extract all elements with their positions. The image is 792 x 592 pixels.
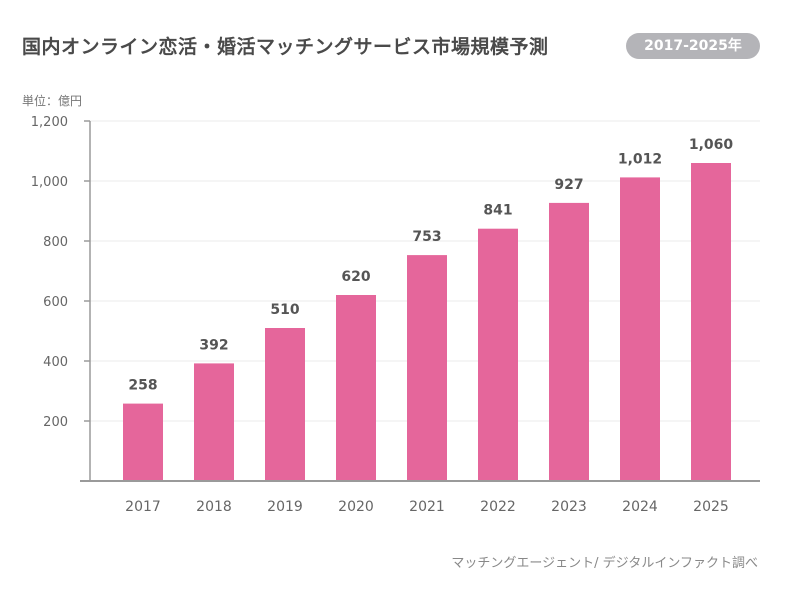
value-label: 620: [341, 269, 370, 285]
y-tick-label: 1,200: [31, 115, 68, 130]
value-label: 753: [412, 229, 441, 245]
x-tick-label: 2021: [409, 499, 445, 515]
bar: [265, 328, 305, 481]
value-label: 1,012: [618, 151, 662, 167]
bar: [407, 255, 447, 481]
value-label: 1,060: [689, 137, 734, 153]
value-label: 841: [483, 203, 512, 219]
y-tick-label: 600: [43, 295, 68, 310]
bar: [123, 403, 163, 481]
x-tick-label: 2019: [267, 499, 303, 515]
value-label: 510: [270, 302, 299, 318]
value-label: 927: [554, 177, 583, 193]
unit-label: 単位：億円: [22, 94, 83, 108]
y-tick-label: 400: [43, 355, 68, 370]
bar: [549, 202, 589, 481]
x-tick-label: 2024: [622, 499, 658, 515]
bar: [478, 228, 518, 481]
year-range-badge: 2017-2025年: [626, 33, 760, 59]
bar: [691, 163, 731, 481]
x-tick-label: 2020: [338, 499, 374, 515]
x-tick-label: 2022: [480, 499, 516, 515]
bar: [194, 363, 234, 481]
value-label: 258: [128, 378, 157, 394]
y-tick-label: 800: [43, 235, 68, 250]
y-tick-label: 1,000: [31, 175, 68, 190]
x-tick-label: 2025: [693, 499, 729, 515]
y-tick-label: 200: [43, 415, 68, 430]
x-tick-label: 2023: [551, 499, 587, 515]
value-label: 392: [199, 337, 228, 353]
x-tick-label: 2017: [125, 499, 161, 515]
chart-title: 国内オンライン恋活・婚活マッチングサービス市場規模予測: [22, 36, 549, 58]
x-tick-label: 2018: [196, 499, 232, 515]
bar: [336, 295, 376, 481]
source-note: マッチングエージェント/ デジタルインファクト調べ: [451, 556, 758, 571]
bar: [620, 177, 660, 481]
